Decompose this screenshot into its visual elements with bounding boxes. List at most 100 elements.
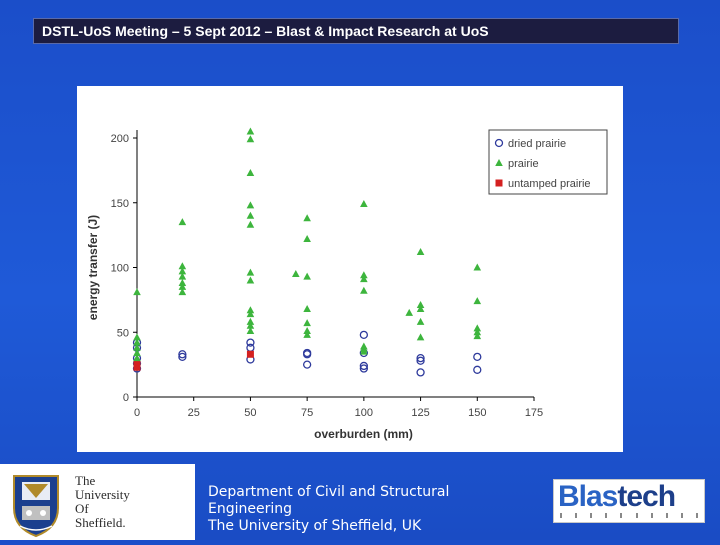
data-point <box>303 214 311 222</box>
data-point <box>359 330 369 339</box>
data-point <box>416 353 425 363</box>
data-point <box>416 247 425 255</box>
data-point <box>416 304 425 312</box>
data-point <box>303 235 311 243</box>
legend-label: untamped prairie <box>508 178 591 190</box>
legend-marker <box>495 179 503 187</box>
data-point <box>246 276 255 284</box>
data-point <box>473 263 482 271</box>
x-axis-label: overburden (mm) <box>314 427 413 441</box>
data-point <box>303 272 311 280</box>
y-axis-label: energy transfer (J) <box>86 215 100 320</box>
data-point <box>133 288 141 296</box>
data-point <box>360 286 368 294</box>
data-point <box>416 368 425 377</box>
university-logo-line: University <box>75 487 130 502</box>
data-point <box>178 352 187 362</box>
x-tick-label: 150 <box>468 407 486 419</box>
data-point <box>178 262 187 270</box>
department-line: Engineering <box>208 501 292 517</box>
legend-marker <box>494 138 504 148</box>
data-point <box>133 333 141 341</box>
data-point <box>405 308 414 316</box>
data-point <box>178 282 187 290</box>
legend-box <box>488 129 608 195</box>
data-point <box>178 350 187 359</box>
data-point <box>473 328 482 336</box>
data-point <box>133 354 141 362</box>
data-point <box>246 211 255 219</box>
data-point <box>473 365 482 374</box>
blastech-logo-dots <box>560 513 698 519</box>
x-tick-label: 125 <box>411 407 429 419</box>
data-point <box>360 347 368 355</box>
university-logo-line: Sheffield. <box>75 515 126 530</box>
blastech-logo-part: Blas <box>558 480 618 513</box>
scatter-chart: 0 50 100 150 200 0 25 50 75 100 125 150 175 overburde… <box>86 127 608 441</box>
data-point <box>302 360 312 369</box>
blastech-logo-wordmark: Blastech <box>558 480 676 514</box>
data-point <box>133 363 141 371</box>
university-logo-line: Of <box>75 501 89 516</box>
x-tick-label: 175 <box>525 407 543 419</box>
data-point <box>303 319 311 327</box>
data-point <box>359 364 369 373</box>
department-info: Department of Civil and Structural Engin… <box>208 484 508 535</box>
data-point <box>416 317 425 325</box>
data-point <box>246 326 255 334</box>
data-point <box>246 321 255 329</box>
data-point <box>246 310 255 318</box>
slide-header-bar: DSTL-UoS Meeting – 5 Sept 2012 – Blast &… <box>33 18 679 44</box>
legend-label: prairie <box>508 158 539 170</box>
y-tick-label: 50 <box>117 327 129 339</box>
data-point <box>178 267 187 275</box>
blastech-logo-part: tech <box>617 480 676 513</box>
data-point <box>178 272 187 280</box>
data-point <box>416 333 425 341</box>
data-point <box>416 301 425 309</box>
department-line: The University of Sheffield, UK <box>208 518 422 534</box>
data-point <box>246 306 255 314</box>
university-logo-box: The University Of Sheffield. <box>0 464 195 540</box>
data-point <box>246 338 255 347</box>
data-point <box>133 338 141 346</box>
data-point <box>303 304 311 312</box>
data-point <box>178 279 187 287</box>
data-point <box>246 135 255 143</box>
university-crest-icon <box>13 475 59 538</box>
data-point <box>473 324 482 332</box>
data-point <box>292 269 300 277</box>
data-point <box>303 326 311 334</box>
data-point <box>360 200 368 208</box>
data-point <box>133 343 141 351</box>
data-point <box>178 288 187 296</box>
slide-title: DSTL-UoS Meeting – 5 Sept 2012 – Blast &… <box>42 23 489 39</box>
x-tick-label: 100 <box>355 407 373 419</box>
data-point <box>473 297 482 305</box>
data-point <box>416 356 425 365</box>
data-point <box>246 127 255 135</box>
data-point <box>246 220 255 228</box>
y-tick-label: 150 <box>111 198 129 210</box>
data-point <box>246 168 255 176</box>
data-point <box>360 271 368 279</box>
department-line: Department of Civil and Structural <box>208 484 450 500</box>
x-tick-label: 25 <box>188 407 200 419</box>
university-logo-line: The <box>75 473 96 488</box>
data-point <box>473 332 482 340</box>
data-point <box>246 268 255 276</box>
data-point <box>302 350 312 359</box>
y-tick-label: 200 <box>111 133 129 145</box>
x-tick-label: 75 <box>301 407 313 419</box>
data-point <box>473 352 482 362</box>
y-tick-label: 0 <box>123 392 129 404</box>
x-tick-label: 50 <box>244 407 256 419</box>
data-point <box>246 350 254 358</box>
x-tick-label: 0 <box>134 407 140 419</box>
data-point <box>303 330 311 338</box>
y-tick-label: 100 <box>111 263 129 275</box>
data-point <box>133 348 141 356</box>
legend-label: dried prairie <box>508 138 566 150</box>
data-point <box>246 317 255 325</box>
data-point <box>246 343 255 352</box>
